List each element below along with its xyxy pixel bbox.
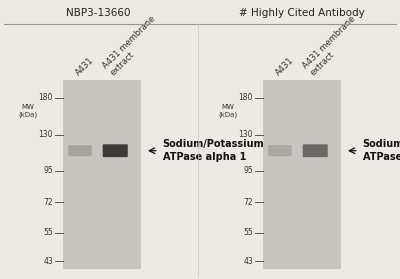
Text: 130: 130: [38, 130, 53, 139]
Text: 95: 95: [43, 166, 53, 175]
Text: # Highly Cited Antibody: # Highly Cited Antibody: [239, 8, 365, 18]
Text: 43: 43: [43, 256, 53, 266]
Text: 130: 130: [238, 130, 253, 139]
Text: 180: 180: [38, 93, 53, 102]
Bar: [263, 80, 341, 269]
Bar: [63, 80, 141, 269]
Text: 55: 55: [243, 229, 253, 237]
Text: Sodium/Potassium
ATPase alpha 1: Sodium/Potassium ATPase alpha 1: [163, 139, 264, 162]
Text: 43: 43: [243, 256, 253, 266]
Text: A431: A431: [274, 56, 295, 78]
FancyBboxPatch shape: [68, 145, 92, 156]
Text: 180: 180: [238, 93, 253, 102]
Text: A431 membrane
extract: A431 membrane extract: [102, 14, 165, 78]
Text: 72: 72: [43, 198, 53, 207]
Text: 72: 72: [243, 198, 253, 207]
Text: MW
(kDa): MW (kDa): [218, 104, 237, 118]
Text: Sodium/Potassium
ATPase alpha 1: Sodium/Potassium ATPase alpha 1: [363, 139, 400, 162]
FancyBboxPatch shape: [303, 144, 328, 157]
Text: A431 membrane
extract: A431 membrane extract: [302, 14, 365, 78]
Text: 95: 95: [243, 166, 253, 175]
Text: 55: 55: [43, 229, 53, 237]
FancyBboxPatch shape: [103, 144, 128, 157]
Text: A431: A431: [74, 56, 95, 78]
Text: NBP3-13660: NBP3-13660: [66, 8, 130, 18]
FancyBboxPatch shape: [268, 145, 292, 156]
Text: MW
(kDa): MW (kDa): [18, 104, 37, 118]
